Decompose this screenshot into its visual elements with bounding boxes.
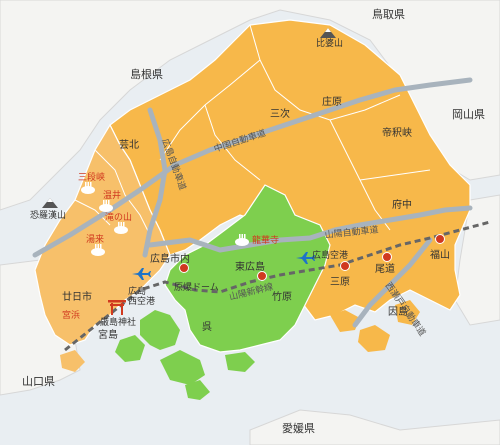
station-fukuyama <box>435 234 445 244</box>
airplane-icon <box>132 268 151 280</box>
label-taishakukyo: 帝釈峡 <box>382 126 412 139</box>
label-kure: 呉 <box>202 321 212 333</box>
label-osorezan: 恐羅漢山 <box>30 209 66 221</box>
label-geihoku: 芸北 <box>119 138 139 151</box>
label-ehime: 愛媛県 <box>282 421 315 435</box>
label-miyoshi: 三次 <box>270 107 290 120</box>
label-hiroshima-airport: 広島空港 <box>312 249 348 261</box>
label-yuki: 湯来 <box>86 234 104 245</box>
label-onsen: 温井 <box>103 189 121 201</box>
island-4 <box>185 380 210 400</box>
onsen-icon <box>235 234 249 246</box>
onsen-icon <box>99 200 113 212</box>
station-higashihiroshima <box>257 271 267 281</box>
miyajima-island <box>60 350 85 372</box>
stations <box>179 234 445 281</box>
expressways <box>32 77 473 328</box>
label-hatsukaichi: 廿日市 <box>62 290 92 303</box>
region-central-green <box>164 184 331 353</box>
label-shobara: 庄原 <box>322 95 342 108</box>
label-takehara: 竹原 <box>272 290 292 303</box>
onsen-icons <box>81 182 249 256</box>
station-hiroshima <box>179 263 189 273</box>
label-hiroshima-nishi-airport: 広島西空港 <box>128 285 155 307</box>
onsen-icon <box>81 182 95 194</box>
torii-icon <box>108 300 126 315</box>
station-mihara <box>340 261 350 271</box>
region-west <box>34 123 171 346</box>
onsen-icon <box>91 244 105 256</box>
neighbor-land-ehime <box>249 409 500 445</box>
island-east-2 <box>358 325 390 352</box>
label-genbaku-dome: 原爆ドーム <box>174 281 219 293</box>
island-3 <box>160 350 205 385</box>
label-shimane: 島根県 <box>130 67 163 81</box>
station-onomichi <box>382 252 392 262</box>
island-east-3 <box>395 300 420 325</box>
label-mihara: 三原 <box>330 276 350 288</box>
island-5 <box>225 352 255 372</box>
label-hibayama: 比婆山 <box>316 37 343 49</box>
onsen-icon <box>114 222 128 234</box>
label-yuhama: 宮浜 <box>62 309 80 321</box>
label-onomichi: 尾道 <box>375 262 395 275</box>
label-miyajima: 宮島 <box>98 328 118 341</box>
neighbor-land-north <box>0 0 500 211</box>
label-myoei: 龍華寺 <box>252 234 279 246</box>
label-fuchu: 府中 <box>392 198 412 211</box>
mountain-icons <box>42 28 336 208</box>
label-takinoyama: 滝の山 <box>105 212 132 223</box>
label-tottori: 鳥取県 <box>372 7 405 21</box>
airport-icons <box>132 252 315 280</box>
mountain-icon <box>320 28 336 38</box>
label-sandankyo: 三段峡 <box>78 171 105 183</box>
label-hiroshima-shinai: 広島市内 <box>150 252 190 265</box>
label-yamaguchi: 山口県 <box>22 375 55 388</box>
mountain-icon <box>42 198 58 208</box>
airplane-icon <box>296 252 315 264</box>
island-2 <box>115 335 145 362</box>
label-itsukushima: 厳島神社 <box>100 316 136 328</box>
label-fukuyama: 福山 <box>430 248 450 261</box>
label-okayama: 岡山県 <box>452 108 485 121</box>
island-east-1 <box>330 310 360 332</box>
label-higashihiroshima: 東広島 <box>235 260 265 273</box>
label-innoshima: 因島 <box>388 305 408 318</box>
island-1 <box>140 310 180 350</box>
